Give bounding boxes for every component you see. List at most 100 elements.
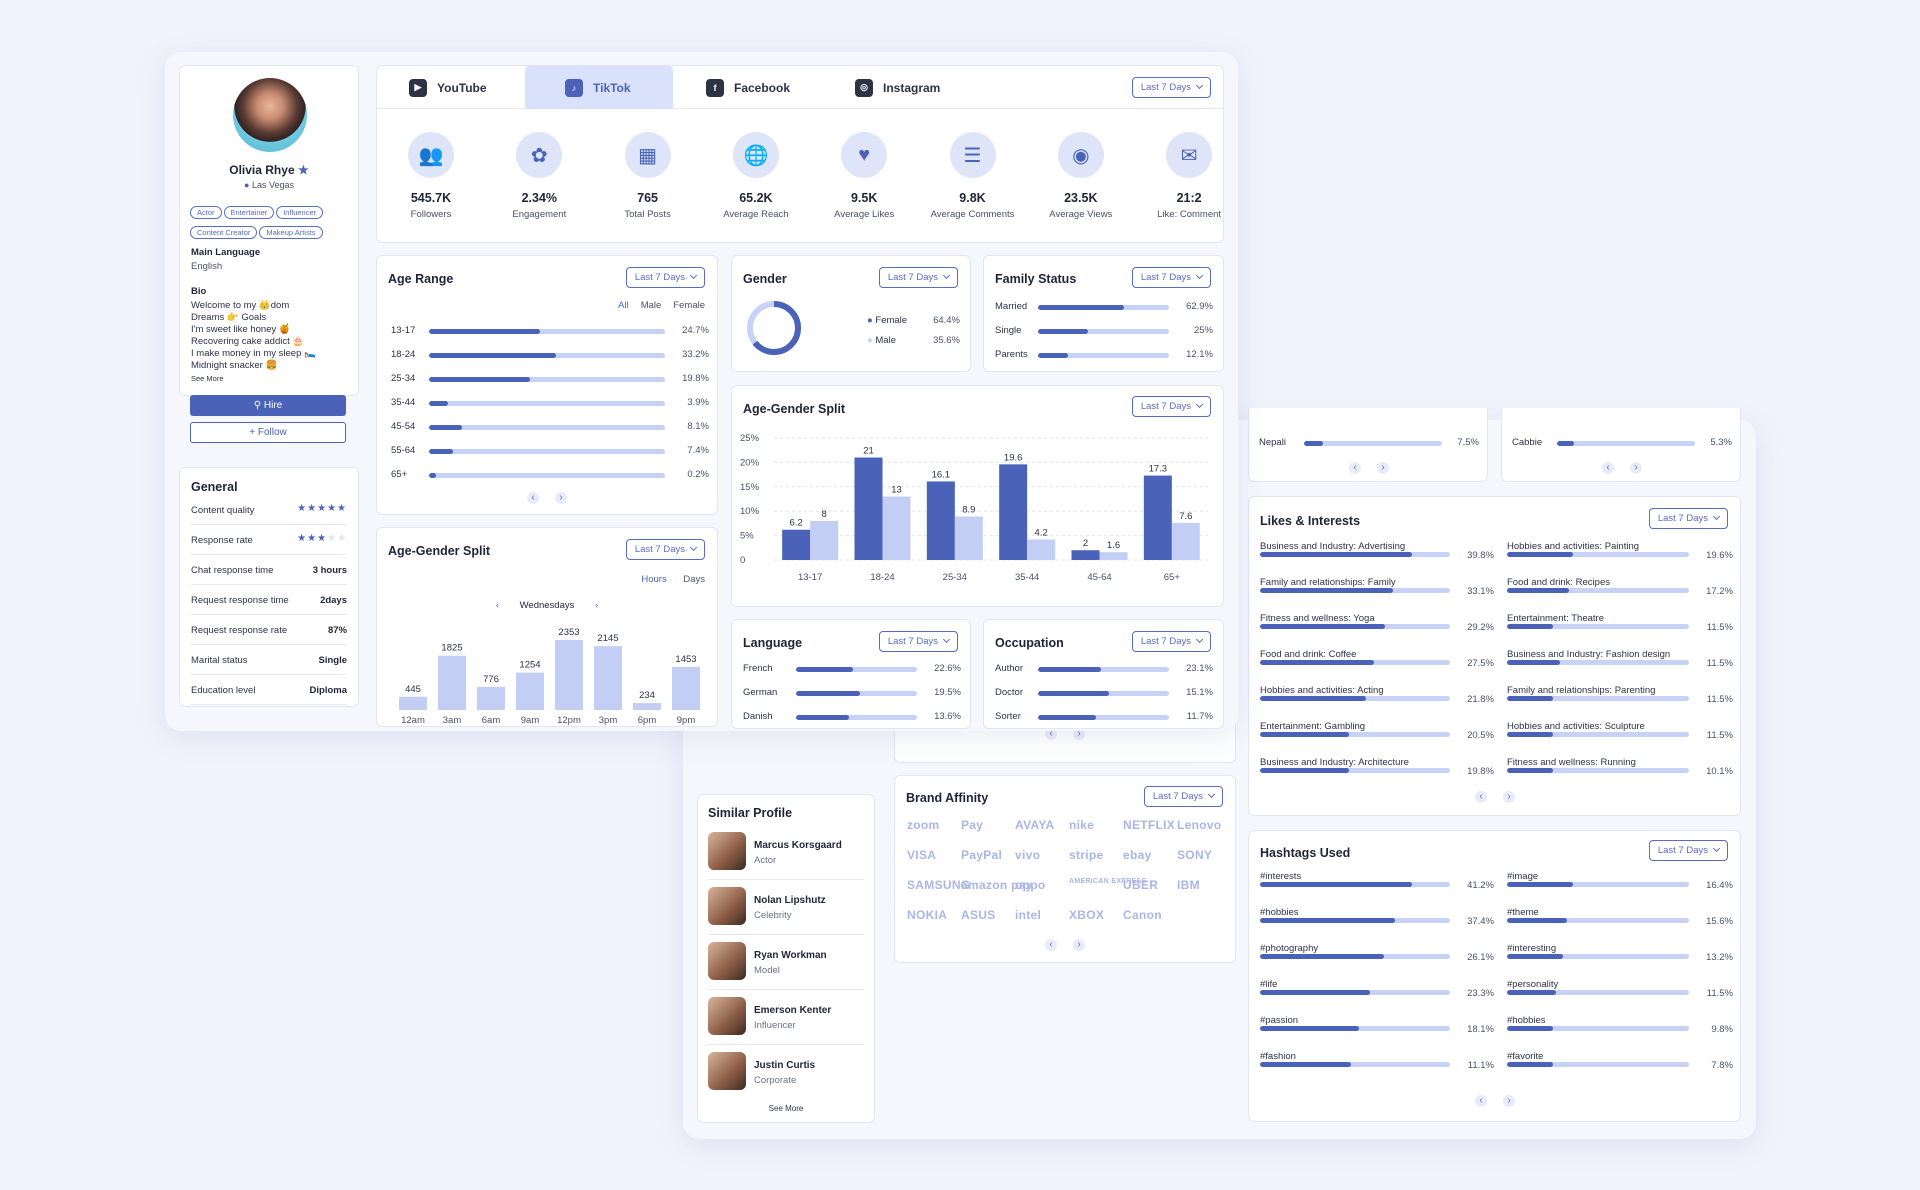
similar-profile-item[interactable]: Emerson Kenter Influencer	[708, 997, 864, 1045]
language-title: Language	[743, 636, 803, 650]
similar-profile-item[interactable]: Nolan Lipshutz Celebrity	[708, 887, 864, 935]
profile-tag[interactable]: Makeup Artists	[259, 226, 323, 239]
similar-profile-item[interactable]: Ryan Workman Model	[708, 942, 864, 990]
next-page-icon[interactable]: ›	[1377, 462, 1389, 474]
profile-tag[interactable]: Content Creator	[190, 226, 258, 239]
star-icon: ★	[297, 503, 308, 514]
occupation-row-cabbie: Cabbie 5.3%	[1512, 437, 1732, 448]
next-page-icon[interactable]: ›	[1503, 1095, 1515, 1107]
prev-page-icon[interactable]: ‹	[1602, 462, 1614, 474]
general-title: General	[191, 480, 238, 494]
prev-page-icon[interactable]: ‹	[1045, 728, 1057, 740]
bio-see-more-link[interactable]: See More	[191, 374, 224, 383]
language-period-dropdown[interactable]: Last 7 Days	[878, 631, 958, 652]
hashtag-row-fill	[1507, 882, 1573, 887]
bar	[882, 496, 911, 560]
occupation-row: Author 23.1%	[995, 663, 1213, 674]
stats-period-dropdown[interactable]: Last 7 Days	[1131, 77, 1211, 98]
interest-row: Food and drink: Coffee 27.5%	[1260, 649, 1494, 669]
profile-tag[interactable]: Entertainer	[223, 206, 275, 219]
next-page-icon[interactable]: ›	[555, 492, 567, 504]
interest-row: Business and Industry: Architecture 19.8%	[1260, 757, 1494, 777]
front-panel: Olivia Rhye ★ ● Las Vegas Actor Entertain…	[165, 52, 1238, 731]
age-gender-period-dropdown[interactable]: Last 7 Days	[1131, 396, 1211, 417]
gender-title: Gender	[743, 272, 787, 286]
prev-page-icon[interactable]: ‹	[1475, 1095, 1487, 1107]
similar-profile-item[interactable]: Justin Curtis Corporate	[708, 1052, 864, 1100]
general-row: Request response rate 87%	[191, 615, 347, 645]
language-row: Danish 13.6%	[743, 711, 961, 722]
family-row: Parents 12.1%	[995, 349, 1213, 360]
see-more-link[interactable]: See More	[768, 1104, 804, 1113]
x-tick-label: 25-34	[943, 572, 967, 583]
hours-period-dropdown[interactable]: Last 7 Days	[625, 539, 705, 560]
likes-period-dropdown[interactable]: Last 7 Days	[1648, 508, 1728, 529]
toggle-hours[interactable]: Hours	[641, 574, 667, 585]
rating-stars: ★★★★★	[297, 533, 347, 544]
brand-logo: AMERICAN EXPRESS	[1069, 878, 1147, 885]
occupation-period-dropdown[interactable]: Last 7 Days	[1131, 631, 1211, 652]
brand-affinity-period-dropdown[interactable]: Last 7 Days	[1143, 786, 1223, 807]
gender-female-row: ● Female 64.4%	[867, 315, 960, 326]
family-row-fill	[1038, 353, 1069, 358]
hours-split-card: Age-Gender Split Last 7 Days Hours Days …	[376, 527, 718, 727]
bar-value-label: 13	[891, 485, 902, 496]
bar	[854, 457, 883, 560]
age-filter-male[interactable]: Male	[640, 300, 662, 311]
next-page-icon[interactable]: ›	[1503, 791, 1515, 803]
age-row: 55-64 7.4%	[391, 445, 709, 456]
star-icon: ★	[297, 533, 308, 544]
next-page-icon[interactable]: ›	[1073, 939, 1085, 951]
hashtags-period-dropdown[interactable]: Last 7 Days	[1648, 840, 1728, 861]
follow-button[interactable]: + Follow	[190, 422, 346, 443]
profile-tag[interactable]: Actor	[190, 206, 222, 219]
tab-youtube[interactable]: ▶ YouTube	[409, 66, 487, 109]
age-row-fill	[429, 353, 557, 358]
brand-logo: zoom	[907, 818, 940, 832]
bio-line: I'm sweet like honey 🍯	[191, 324, 291, 335]
prev-page-icon[interactable]: ‹	[1475, 791, 1487, 803]
prev-page-icon[interactable]: ‹	[527, 492, 539, 504]
bar	[1071, 550, 1100, 560]
age-row: 13-17 24.7%	[391, 325, 709, 336]
prev-page-icon[interactable]: ‹	[1045, 939, 1057, 951]
similar-profile-item[interactable]: Marcus Korsgaard Actor	[708, 832, 864, 880]
profile-tags: Actor Entertainer Influencer Content Creato…	[190, 202, 355, 242]
next-day-icon[interactable]: ›	[595, 600, 599, 611]
age-row-fill	[429, 377, 531, 382]
brand-logo: XBOX	[1069, 908, 1105, 922]
general-row: Education level Diploma	[191, 675, 347, 705]
prev-day-icon[interactable]: ‹	[495, 600, 499, 611]
tab-facebook[interactable]: f Facebook	[706, 66, 790, 109]
next-page-icon[interactable]: ›	[1630, 462, 1642, 474]
profile-tag[interactable]: Influencer	[276, 206, 324, 219]
y-tick-label: 15%	[740, 482, 760, 493]
language-row-nepali: Nepali 7.5%	[1259, 437, 1479, 448]
gender-period-dropdown[interactable]: Last 7 Days	[878, 267, 958, 288]
toggle-days[interactable]: Days	[683, 574, 705, 585]
family-row: Married 62.9%	[995, 301, 1213, 312]
general-row: Marital status Single	[191, 645, 347, 675]
age-filter-all[interactable]: All	[618, 300, 629, 311]
tab-tiktok[interactable]: ♪ TikTok	[525, 66, 673, 109]
x-tick-label: 18-24	[870, 572, 894, 583]
hire-button[interactable]: ⚲ Hire	[190, 395, 346, 416]
age-row: 18-24 33.2%	[391, 349, 709, 360]
plus-icon: +	[249, 427, 256, 438]
gender-donut-female-arc	[747, 301, 801, 355]
bar	[1099, 552, 1128, 560]
age-filter-female[interactable]: Female	[673, 300, 705, 311]
brand-logo: intel	[1015, 908, 1042, 922]
age-range-period-dropdown[interactable]: Last 7 Days	[625, 267, 705, 288]
bar	[399, 696, 427, 710]
tab-instagram[interactable]: ◎ Instagram	[855, 66, 940, 109]
next-page-icon[interactable]: ›	[1073, 728, 1085, 740]
age-row-fill	[429, 329, 540, 334]
family-period-dropdown[interactable]: Last 7 Days	[1131, 267, 1211, 288]
interest-row-fill	[1260, 660, 1374, 665]
prev-page-icon[interactable]: ‹	[1349, 462, 1361, 474]
y-tick-label: 0	[740, 555, 745, 566]
gender-card: Gender Last 7 Days ● Female 64.4% ● Male…	[731, 255, 971, 372]
interest-row: Business and Industry: Advertising 39.8%	[1260, 541, 1494, 561]
hashtag-row-fill	[1507, 1062, 1553, 1067]
